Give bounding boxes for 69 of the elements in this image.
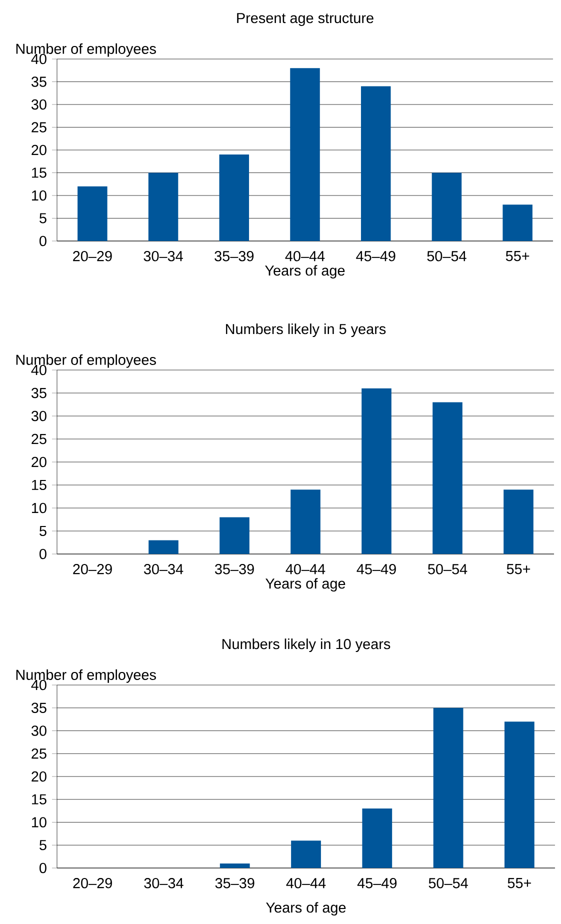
x-tick-label: 30–34 [144,564,184,574]
x-tick-label: 50–54 [428,878,468,888]
y-tick-label: 15 [32,168,46,178]
bar [432,402,462,554]
bar [291,840,321,868]
chart-title: Present age structure [237,13,374,26]
y-tick-label: 30 [31,410,46,422]
x-tick-label: 35–39 [214,251,254,262]
y-tick-label: 20 [32,771,46,782]
y-tick-label: 30 [31,99,46,110]
y-tick-label: 15 [32,794,46,804]
x-tick-label: 30–34 [144,878,184,888]
bar [148,172,178,242]
chart-title: Numbers likely in 10 years [222,638,390,652]
x-tick-label: 45–49 [357,878,397,888]
x-tick-label: 55+ [508,878,531,888]
x-axis-title: Years of age [265,265,345,279]
y-tick-label: 5 [40,526,46,536]
y-tick-label: 0 [40,236,46,246]
y-tick-label: 25 [32,434,46,444]
x-tick-label: 35–39 [214,564,254,574]
x-tick-label: 45–49 [356,251,396,262]
bar [220,863,250,868]
x-axis-title: Years of age [266,902,346,916]
x-tick-label: 20–29 [73,878,112,888]
x-tick-label: 50–54 [427,251,466,262]
bar [148,540,178,554]
x-tick-label: 20–29 [73,564,112,574]
x-tick-label: 40–44 [285,251,325,262]
y-tick-label: 35 [31,388,46,398]
y-tick-label: 10 [32,817,46,828]
y-tick-label: 0 [40,548,46,560]
chart-title: Numbers likely in 5 years [226,324,386,338]
y-tick-label: 20 [32,144,46,156]
x-tick-label: 35–39 [215,878,254,888]
x-tick-label: 55+ [506,564,530,574]
bar [433,708,464,868]
bar [502,204,532,242]
x-tick-label: 20–29 [73,251,112,262]
x-axis-title: Years of age [266,578,346,592]
x-tick-label: 45–49 [356,564,396,574]
y-tick-label: 30 [31,726,46,736]
x-tick-label: 50–54 [428,564,468,574]
bar [290,68,320,242]
x-tick-label: 30–34 [144,251,183,262]
y-tick-label: 25 [32,748,46,759]
bar [504,722,534,868]
bar [290,490,320,554]
y-tick-label: 35 [31,76,46,87]
y-tick-label: 10 [32,190,46,201]
y-tick-label: 20 [32,456,46,468]
y-tick-label: 25 [32,122,46,132]
y-tick-label: 5 [40,213,46,224]
y-tick-label: 15 [32,480,46,490]
x-tick-label: 55+ [506,251,530,262]
x-tick-label: 40–44 [286,878,326,888]
y-tick-label: 10 [32,502,46,514]
bar [362,388,392,554]
y-tick-label: 5 [40,840,46,850]
bar [362,808,392,868]
y-tick-label: 0 [40,862,46,874]
bar [504,490,534,554]
y-tick-label: 35 [31,702,46,713]
bar [220,517,250,554]
bar [360,86,391,242]
bar [432,172,462,242]
x-tick-label: 40–44 [286,564,326,574]
bar [219,154,250,242]
bar [78,186,108,242]
